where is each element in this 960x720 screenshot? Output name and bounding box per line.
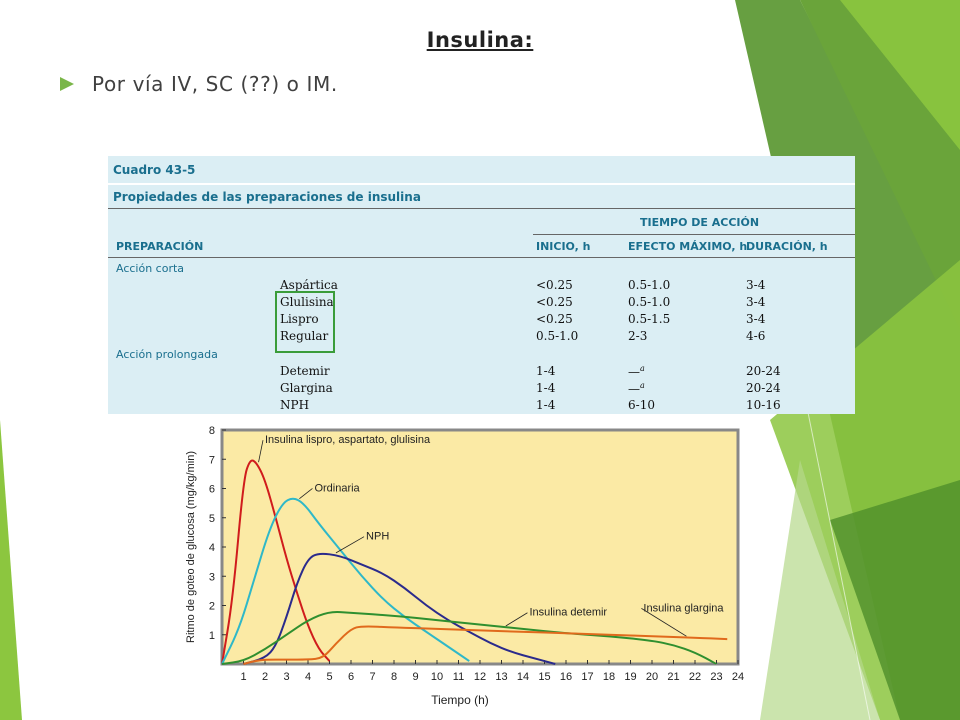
x-tick-label: 10 (431, 671, 443, 683)
section-label: Acción prolongada (116, 348, 218, 361)
series-label: Insulina lispro, aspartato, glulisina (265, 434, 431, 446)
x-tick-label: 9 (412, 671, 418, 683)
y-tick-label: 6 (209, 484, 215, 496)
cell-duracion: 4-6 (746, 329, 766, 343)
x-tick-label: 3 (283, 671, 289, 683)
x-tick-label: 16 (560, 671, 572, 683)
drug-name: Glargina (280, 381, 333, 395)
col-duracion: DURACIÓN, h (746, 240, 828, 253)
cell-duracion: 3-4 (746, 278, 766, 292)
y-tick-label: 1 (209, 630, 215, 642)
series-label-leader (505, 612, 528, 627)
drug-name: Regular (280, 329, 329, 343)
series-label: Insulina glargina (643, 602, 724, 614)
cell-maximo: 0.5-1.0 (628, 295, 671, 309)
y-tick-label: 5 (209, 513, 215, 525)
x-tick-label: 19 (624, 671, 636, 683)
cell-inicio: <0.25 (536, 312, 573, 326)
series-line (243, 625, 728, 665)
series-label-leader (335, 536, 365, 554)
drug-name: Lispro (280, 312, 319, 326)
series-line (221, 610, 717, 665)
x-tick-label: 5 (326, 671, 332, 683)
x-tick-label: 12 (474, 671, 486, 683)
cell-maximo: 2-3 (628, 329, 648, 343)
slide-title: Insulina: (426, 28, 534, 52)
y-tick-label: 3 (209, 571, 215, 583)
cell-inicio: 0.5-1.0 (536, 329, 579, 343)
cell-duracion: 3-4 (746, 312, 766, 326)
cell-inicio: <0.25 (536, 295, 573, 309)
cell-maximo: 0.5-1.5 (628, 312, 671, 326)
series-label-leader (641, 608, 687, 637)
x-tick-label: 20 (646, 671, 658, 683)
cell-maximo: 6-10 (628, 398, 655, 412)
series-label: Insulina detemir (529, 607, 607, 619)
triangle-bullet-icon (60, 77, 74, 91)
col-efecto-maximo: EFECTO MÁXIMO, h (628, 240, 748, 253)
drug-name: Glulisina (280, 295, 334, 309)
x-tick-label: 24 (732, 671, 744, 683)
x-tick-label: 6 (348, 671, 354, 683)
x-axis-label: Tiempo (h) (431, 693, 489, 707)
x-tick-label: 23 (710, 671, 722, 683)
x-tick-label: 8 (391, 671, 397, 683)
glucose-infusion-chart: 1 2 3 4 5 6 7 8 9 10 11 12 13 14 15 16 17 18 19 20 21 22 23 241… (185, 425, 744, 707)
x-tick-label: 7 (369, 671, 375, 683)
series-label-leader (258, 440, 264, 463)
bullet-item: Por vía IV, SC (??) o IM. (60, 70, 338, 98)
plot-area (220, 428, 740, 666)
cell-duracion: 20-24 (746, 381, 781, 395)
y-tick-label: 2 (209, 601, 215, 613)
y-tick-label: 4 (209, 542, 215, 554)
drug-name: NPH (280, 398, 310, 412)
drug-name: Aspártica (280, 278, 338, 292)
insulin-table: Cuadro 43-5 Propiedades de las preparaci… (108, 156, 855, 414)
y-tick-label: 7 (209, 454, 215, 466)
y-axis-label: Ritmo de goteo de glucosa (mg/kg/min) (185, 451, 197, 643)
x-tick-label: 14 (517, 671, 529, 683)
y-tick-label: 8 (209, 425, 215, 437)
x-tick-label: 21 (667, 671, 679, 683)
series-line (221, 459, 331, 665)
cell-inicio: 1-4 (536, 398, 556, 412)
cell-duracion: 10-16 (746, 398, 781, 412)
col-inicio: INICIO, h (536, 240, 591, 253)
cell-inicio: <0.25 (536, 278, 573, 292)
series-label-leader (299, 488, 313, 500)
series-label: Ordinaria (314, 482, 360, 494)
cell-maximo: —a (628, 364, 645, 379)
table-caption: Propiedades de las preparaciones de insu… (113, 190, 421, 204)
cell-maximo: 0.5-1.0 (628, 278, 671, 292)
highlight-box (275, 291, 335, 353)
cell-inicio: 1-4 (536, 381, 556, 395)
section-label: Acción corta (116, 262, 185, 275)
x-tick-label: 4 (305, 671, 311, 683)
group-header: TIEMPO DE ACCIÓN (640, 216, 760, 229)
x-tick-label: 13 (495, 671, 507, 683)
series-label: NPH (366, 531, 389, 543)
x-tick-label: 17 (581, 671, 593, 683)
x-tick-label: 11 (453, 671, 464, 683)
cell-duracion: 20-24 (746, 364, 781, 378)
x-tick-label: 1 (240, 671, 246, 683)
x-tick-label: 2 (262, 671, 268, 683)
col-preparacion: PREPARACIÓN (116, 240, 204, 253)
cell-inicio: 1-4 (536, 364, 556, 378)
table-number: Cuadro 43-5 (113, 163, 196, 177)
cell-duracion: 3-4 (746, 295, 766, 309)
series-line (243, 552, 556, 665)
x-tick-label: 22 (689, 671, 701, 683)
x-tick-label: 18 (603, 671, 615, 683)
bullet-text: Por vía IV, SC (??) o IM. (92, 72, 338, 96)
drug-name: Detemir (280, 364, 330, 378)
x-tick-label: 15 (538, 671, 550, 683)
cell-maximo: —a (628, 381, 645, 396)
series-line (221, 497, 470, 665)
